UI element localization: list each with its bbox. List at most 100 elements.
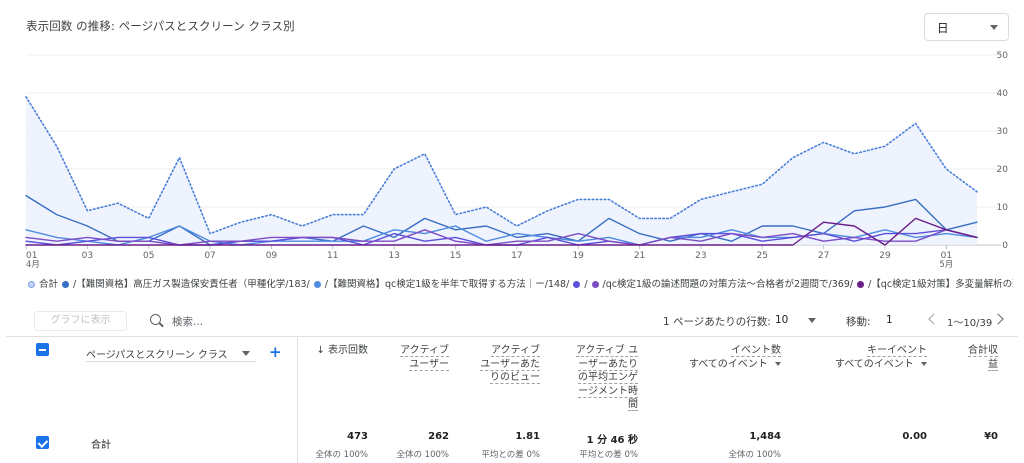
search-placeholder: 検索... (172, 316, 204, 328)
y-tick-label: 10 (997, 203, 1009, 213)
column-header[interactable]: アクティブ ユーザー (379, 344, 449, 371)
chevron-down-icon[interactable] (808, 318, 816, 323)
total-value: 1.81 (515, 431, 540, 442)
legend-item[interactable]: /【qc検定1級対策】多変量解析の理論と実践①〜pyth (857, 276, 1013, 290)
table-toolbar: グラフに表示 検索... 1 ページあたりの行数: 10 移動: 1 1〜10/… (6, 308, 1018, 336)
event-filter-select[interactable]: すべてのイベント (817, 358, 927, 372)
pagination-range: 1〜10/39 (947, 318, 993, 329)
previous-page-icon[interactable] (928, 313, 940, 325)
legend-item[interactable]: /qc検定1級の論述問題の対策方法〜合格者が2週間で/369/ (591, 276, 854, 290)
legend-dot-icon (313, 281, 321, 288)
column-header[interactable]: アクティブ ユーザーあたり の平均エンゲ ージメント時間 (558, 344, 638, 412)
legend-dot-icon (28, 281, 35, 288)
legend-item[interactable]: /【難関資格】qc検定1級を半年で取得する方法｜ー/148/ (313, 276, 570, 290)
y-tick-label: 0 (1002, 241, 1008, 251)
x-tick-label: 15 (450, 251, 461, 261)
dimension-select[interactable]: ページパスとスクリーン クラス (86, 346, 256, 362)
rows-per-page-select[interactable]: 10 (775, 314, 789, 326)
column-header-label: の平均エンゲ (578, 372, 638, 384)
total-subvalue: 全体の 100% (396, 450, 449, 460)
page-number-input[interactable]: 1 (886, 314, 893, 326)
total-value: 262 (428, 431, 449, 442)
x-tick-label: 27 (818, 251, 829, 261)
x-tick-sublabel: 4月 (26, 260, 40, 270)
column-header-label: キーイベント (867, 345, 927, 357)
rows-per-page-label: 1 ページあたりの行数: (663, 316, 771, 328)
legend-item[interactable]: 合計 (28, 276, 58, 290)
legend-label: /【難関資格】qc検定1級を半年で取得する方法｜ー/148/ (324, 279, 570, 290)
x-tick-label: 09 (266, 251, 278, 261)
total-subvalue: 平均との差 0% (579, 450, 638, 460)
chart-legend: 合計 /【難関資格】高圧ガス製造保安責任者（甲種化学/183/ /【難関資格】qc検… (28, 276, 1013, 292)
total-row-label: 合計 (91, 440, 111, 451)
granularity-select[interactable]: 日 (924, 13, 1009, 41)
column-header[interactable]: ↓ 表示回数 (298, 344, 368, 358)
dimension-select-label: ページパスとスクリーン クラス (86, 350, 228, 361)
next-page-icon[interactable] (992, 313, 1004, 325)
legend-item[interactable]: /【難関資格】高圧ガス製造保安責任者（甲種化学/183/ (62, 276, 310, 290)
total-subvalue: 平均との差 0% (481, 450, 540, 460)
legend-label: 合計 (39, 279, 59, 290)
column-header-label: アクティブ (491, 345, 540, 357)
legend-dot-icon (857, 281, 865, 288)
legend-label: /【qc検定1級対策】多変量解析の理論と実践①〜pyth (868, 279, 1013, 290)
chevron-down-icon (242, 351, 250, 356)
legend-label: /qc検定1級の論述問題の対策方法〜合格者が2週間で/369/ (602, 279, 854, 290)
x-tick-label: 01 (26, 251, 37, 261)
x-tick-label: 19 (572, 251, 584, 261)
column-header-label: ージメント時 (578, 385, 638, 398)
event-filter-select[interactable]: すべてのイベント (671, 358, 781, 372)
series-line-0 (25, 96, 978, 235)
column-header[interactable]: キーイベント すべてのイベント (817, 344, 927, 371)
column-header-label: りのビュー (490, 372, 540, 384)
series-line-5 (25, 217, 978, 246)
search-input[interactable]: 検索... (150, 312, 390, 330)
total-subvalue: 全体の 100% (728, 450, 781, 460)
column-header[interactable]: イベント数 すべてのイベント (671, 344, 781, 371)
total-value: 1,484 (749, 431, 781, 442)
x-tick-label: 13 (388, 251, 399, 261)
search-icon (150, 314, 161, 325)
x-tick-label: 07 (204, 251, 215, 261)
x-tick-label: 01 (941, 251, 952, 261)
granularity-value: 日 (937, 21, 949, 35)
column-header-label: ユーザー (409, 358, 449, 371)
add-dimension-icon[interactable]: + (269, 343, 282, 361)
column-header-label: 益 (988, 358, 998, 371)
x-tick-label: 21 (634, 251, 645, 261)
x-tick-label: 05 (143, 251, 154, 261)
chart-title: 表示回数 の推移: ページパスとスクリーン クラス別 (26, 19, 295, 33)
legend-dot-icon (62, 281, 70, 288)
column-divider (297, 337, 298, 463)
report-card: 表示回数 の推移: ページパスとスクリーン クラス別 日 0 10 20 30 40 50… (6, 0, 1018, 463)
legend-dot-icon (591, 281, 599, 288)
series-area-0 (26, 96, 977, 245)
table-divider (6, 336, 1018, 337)
column-header-label: ↓ 表示回数 (316, 345, 368, 356)
chevron-down-icon (990, 25, 998, 30)
chevron-down-icon (921, 361, 927, 366)
y-tick-label: 20 (997, 165, 1009, 175)
move-label: 移動: (846, 316, 871, 328)
column-header[interactable]: 合計収益 (948, 344, 998, 371)
chevron-down-icon (775, 361, 781, 366)
column-header-label: アクティブ ユ (575, 345, 638, 357)
total-value: 0.00 (902, 431, 927, 442)
y-tick-label: 50 (997, 51, 1009, 61)
plot-rows-button[interactable]: グラフに表示 (34, 311, 127, 331)
column-header[interactable]: アクティブ ユーザーあた りのビュー (460, 344, 540, 385)
y-tick-label: 30 (997, 127, 1009, 137)
total-value: ¥0 (984, 431, 998, 442)
legend-item[interactable]: / (573, 279, 588, 290)
total-value: 473 (347, 431, 368, 442)
event-filter-label: すべてのイベント (834, 358, 917, 370)
column-header-label: イベント数 (731, 345, 781, 357)
total-row-checkbox[interactable] (36, 436, 49, 449)
column-header-label: ーザーあたり (578, 358, 638, 371)
select-all-checkbox[interactable] (36, 343, 49, 356)
x-tick-label: 17 (511, 251, 522, 261)
x-tick-sublabel: 5月 (939, 260, 953, 270)
x-tick-label: 29 (879, 251, 891, 261)
total-value: 1 分 46 秒 (586, 435, 638, 446)
